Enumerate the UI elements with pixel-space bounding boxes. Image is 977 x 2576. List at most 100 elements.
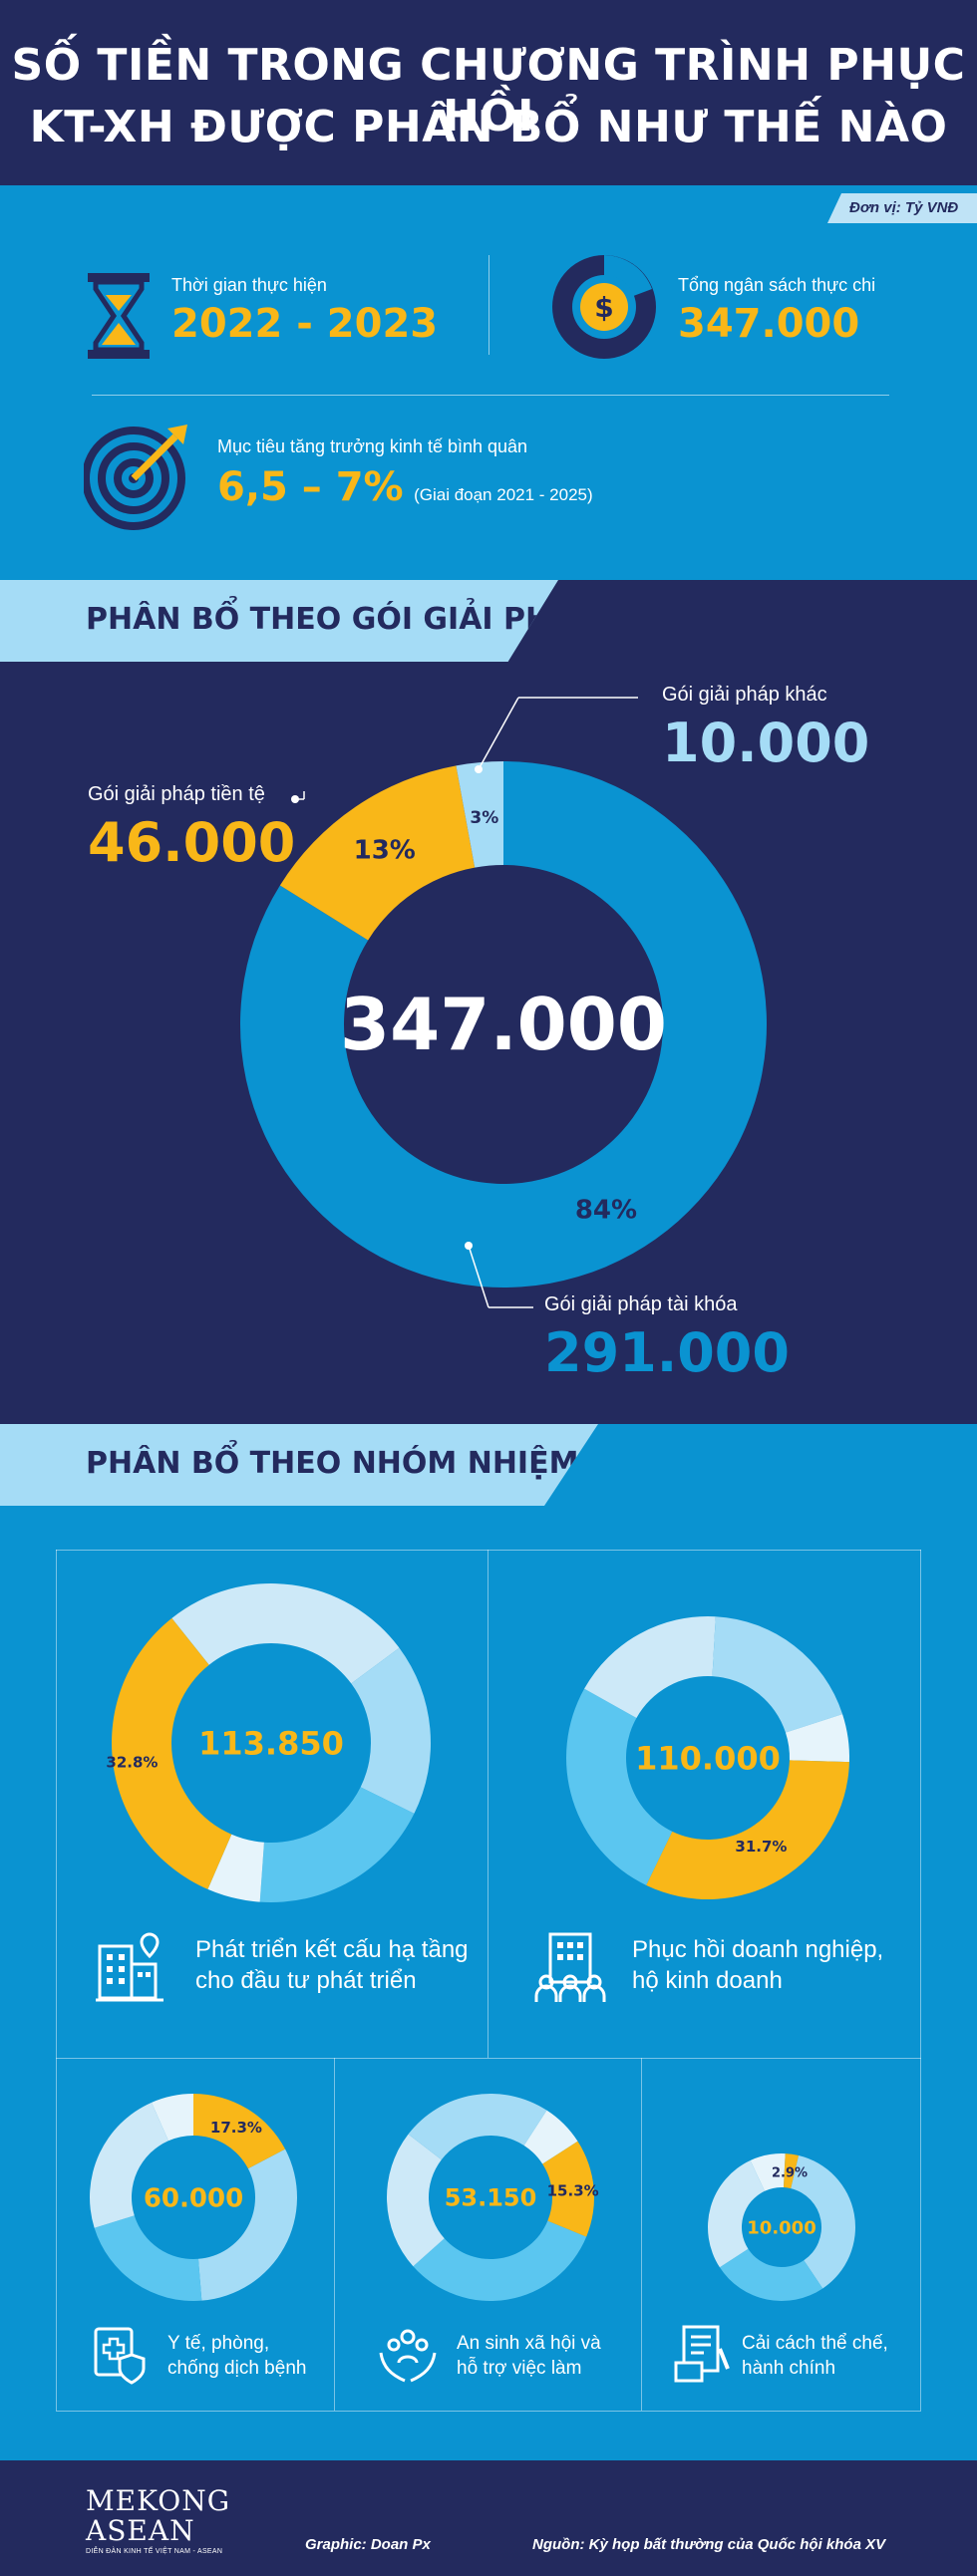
document-reform-icon [674,2325,730,2383]
solutions-banner: PHÂN BỔ THEO GÓI GIẢI PHÁP [0,580,558,662]
task-health-highlight-slice [193,2094,286,2169]
task-reform-slice-2 [708,2159,766,2268]
task-reform-label: Cải cách thể chế, hành chính [742,2331,888,2381]
task-infrastructure-slice-1 [351,1647,431,1814]
task-health-total: 60.000 [144,2183,243,2213]
graphic-credit: Graphic: Doan Px [305,2536,431,2553]
period-value: 2022 - 2023 [171,301,439,347]
task-business-highlight-slice [646,1760,849,1899]
growth-value: 6,5 – 7% [217,464,404,510]
unit-tag: Đơn vị: Tỷ VNĐ [827,193,977,223]
buildings-location-icon [96,1932,163,2002]
task-health-slice-2 [90,2102,168,2228]
task-social-slice-1 [387,2134,445,2267]
social-support-hands-icon [379,2329,437,2383]
task-social-percent-label: 15.3% [547,2182,599,2200]
grid-v-bottom-1 [334,2058,335,2411]
task-health-label: Y tế, phòng, chống dịch bệnh [167,2331,306,2381]
task-reform-slice-3 [750,2153,786,2191]
task-infrastructure-slice-0 [171,1583,400,1684]
other-label: Gói giải pháp khác [662,684,827,706]
task-social-highlight-slice [542,2141,594,2237]
title-line-2: KT-XH ĐƯỢC PHÂN BỔ NHƯ THẾ NÀO [29,102,948,152]
brand-line-2: ASEAN [86,2514,195,2547]
overview-section: Đơn vị: Tỷ VNĐ Thời gian thực hiện 2022 … [0,185,977,580]
task-reform-total: 10.000 [747,2217,815,2238]
grid-middle [56,2058,921,2059]
tasks-banner: PHÂN BỔ THEO NHÓM NHIỆM VỤ [0,1424,598,1506]
title-line-1: SỐ TIỀN TRONG CHƯƠNG TRÌNH PHỤC HỒI [11,40,966,142]
growth-row: 6,5 – 7% (Giai đoạn 2021 - 2025) [217,464,593,510]
other-value: 10.000 [662,712,870,774]
leader-dot-other [475,765,483,773]
leader-line-fiscal [468,1245,489,1308]
fiscal-label: Gói giải pháp tài khóa [544,1293,738,1315]
solutions-section: PHÂN BỔ THEO GÓI GIẢI PHÁP 84% 13% 3% 347.… [0,580,977,1424]
task-infrastructure-line1: Phát triển kết cấu hạ tầng [195,1936,469,1963]
task-health-line1: Y tế, phòng, [167,2333,270,2354]
solutions-percent-label-0: 84% [575,1195,637,1225]
task-social-line2: hỗ trợ việc làm [457,2358,582,2379]
footer: MEKONG ASEAN DIỄN ĐÀN KINH TẾ VIỆT NAM -… [0,2460,977,2576]
task-social-line1: An sinh xã hội và [457,2333,601,2354]
grid-bottom [56,2411,921,2412]
svg-text:$: $ [594,291,613,324]
task-reform-line1: Cải cách thể chế, [742,2333,888,2354]
target-icon [84,425,187,530]
solutions-title: PHÂN BỔ THEO GÓI GIẢI PHÁP [86,602,596,637]
task-health-percent-label: 17.3% [210,2119,262,2137]
source-credit: Nguồn: Kỳ họp bất thường của Quốc hội kh… [532,2536,886,2553]
task-infrastructure-total: 113.850 [198,1725,344,1763]
task-infrastructure-slice-2 [259,1787,415,1902]
task-social-label: An sinh xã hội và hỗ trợ việc làm [457,2331,601,2381]
tasks-title: PHÂN BỔ THEO NHÓM NHIỆM VỤ [86,1446,637,1481]
grid-top [56,1550,921,1551]
solutions-percent-label-2: 3% [470,808,498,828]
solutions-slice-2 [456,761,503,868]
task-business-slice-0 [566,1688,673,1885]
task-infrastructure-slice-3 [207,1834,264,1902]
task-infrastructure-percent-label: 32.8% [106,1754,158,1772]
task-reform-slice-0 [791,2154,855,2289]
task-business-percent-label: 31.7% [735,1838,787,1856]
solutions-total: 347.000 [340,983,667,1066]
task-business-slice-1 [584,1616,716,1718]
task-business-total: 110.000 [635,1740,781,1778]
task-infrastructure-highlight-slice [112,1617,232,1889]
monetary-label: Gói giải pháp tiền tệ [88,783,265,805]
solutions-donut-chart: 84% 13% 3% [240,697,767,1308]
grid-right [920,1550,921,2411]
health-shield-icon [94,2327,146,2385]
task-infrastructure-label: Phát triển kết cấu hạ tầng cho đầu tư ph… [195,1934,469,1996]
brand-line-1: MEKONG [86,2484,231,2517]
period-label: Thời gian thực hiện [171,275,327,295]
task-social-slice-3 [523,2110,578,2164]
task-health-slice-3 [152,2094,193,2142]
brand-logo: MEKONG ASEAN [86,2486,230,2546]
task-reform-slice-1 [719,2248,823,2301]
hourglass-icon [88,273,150,359]
task-social-slice-2 [408,2094,547,2160]
monetary-value: 46.000 [88,811,296,874]
solutions-slice-1 [279,765,476,941]
task-reform-percent-label: 2.9% [772,2166,808,2181]
task-business-line2: hộ kinh doanh [632,1967,783,1994]
business-building-icon [534,1932,606,2002]
tasks-donut-charts: 32.8% 113.850 31.7% 110.000 17.3% 60.000 15.3%… [90,1583,855,2301]
task-business-line1: Phục hồi doanh nghiệp, [632,1936,884,1963]
fiscal-value: 291.000 [544,1321,790,1384]
leader-line-other [478,697,519,770]
task-social-total: 53.150 [445,2184,537,2212]
horizontal-divider [92,395,889,396]
grid-left [56,1550,57,2411]
brand-subtitle: DIỄN ĐÀN KINH TẾ VIỆT NAM - ASEAN [86,2548,223,2555]
grid-v-bottom-2 [641,2058,642,2411]
task-reform-line2: hành chính [742,2358,836,2379]
task-health-slice-1 [94,2215,202,2301]
solutions-slice-0 [240,761,767,1288]
task-health-line2: chống dịch bệnh [167,2358,307,2379]
dollar-coin-icon: $ [552,255,656,359]
leader-dot-fiscal [465,1242,473,1250]
budget-value: 347.000 [678,301,860,347]
vertical-divider [488,255,489,355]
